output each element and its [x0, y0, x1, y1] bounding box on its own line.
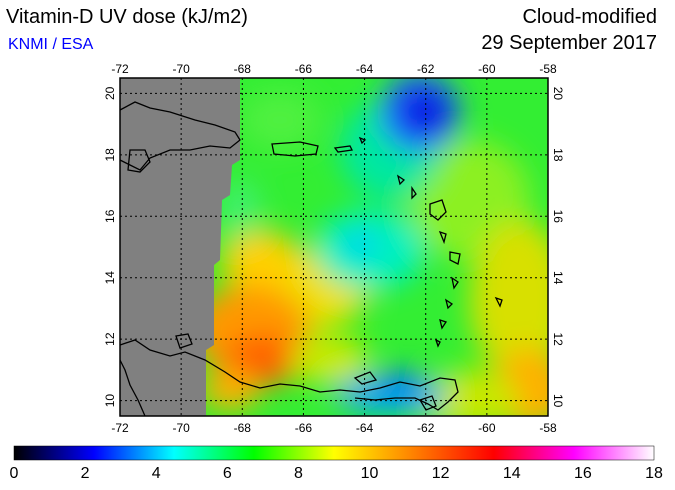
lon-tick-label: -64 — [356, 421, 374, 435]
lon-tick-label: -66 — [295, 62, 313, 76]
colorbar-tick-label: 14 — [502, 465, 521, 482]
lon-tick-label: -58 — [539, 62, 557, 76]
colorbar-tick-label: 0 — [9, 465, 19, 482]
colorbar-tick-label: 4 — [151, 465, 161, 482]
lat-tick-label: 12 — [551, 333, 565, 347]
colorbar-tick-label: 16 — [573, 465, 592, 482]
lat-tick-label: 18 — [103, 148, 117, 162]
colorbar-tick-label: 10 — [360, 465, 379, 482]
map-frame — [119, 77, 549, 417]
lat-tick-labels-right: 10 12 14 16 18 20 — [551, 87, 565, 408]
lon-tick-label: -72 — [111, 62, 129, 76]
lon-tick-label: -60 — [478, 421, 496, 435]
lat-tick-label: 16 — [103, 209, 117, 223]
lon-tick-label: -64 — [356, 62, 374, 76]
coastlines — [119, 101, 503, 417]
lat-tick-label: 10 — [551, 394, 565, 408]
product-label: Cloud-modified — [522, 6, 657, 28]
colorbar-tick-label: 18 — [645, 465, 663, 482]
lon-tick-label: -58 — [539, 421, 557, 435]
lat-tick-label: 12 — [103, 332, 117, 346]
colorbar-tick-label: 6 — [222, 465, 232, 482]
date-label: 29 September 2017 — [481, 32, 657, 54]
uv-field — [120, 78, 548, 416]
colorbar — [13, 445, 655, 461]
lon-tick-label: -62 — [417, 62, 435, 76]
lon-tick-labels-bottom: -72 -70 -68 -66 -64 -62 -60 -58 — [111, 421, 557, 435]
lon-tick-label: -70 — [172, 421, 190, 435]
lon-tick-label: -68 — [234, 62, 252, 76]
lat-tick-label: 20 — [103, 86, 117, 100]
map-title: Vitamin-D UV dose (kJ/m2) — [6, 6, 248, 28]
credit-label: KNMI / ESA — [8, 36, 94, 53]
lat-tick-label: 18 — [551, 148, 565, 162]
lat-tick-label: 14 — [103, 271, 117, 285]
lon-tick-labels-top: -72 -70 -68 -66 -64 -62 -60 -58 — [111, 62, 557, 76]
colorbar-tick-label: 8 — [293, 465, 303, 482]
lon-tick-label: -60 — [478, 62, 496, 76]
lat-tick-label: 20 — [551, 87, 565, 101]
lat-tick-label: 14 — [551, 271, 565, 285]
graticule — [120, 78, 548, 416]
lon-tick-label: -62 — [417, 421, 435, 435]
colorbar-tick-label: 2 — [80, 465, 90, 482]
lon-tick-label: -70 — [172, 62, 190, 76]
lat-tick-labels-left: 10 12 14 16 18 20 — [103, 86, 117, 407]
lat-tick-label: 16 — [551, 210, 565, 224]
lon-tick-label: -66 — [295, 421, 313, 435]
lon-tick-label: -68 — [234, 421, 252, 435]
lat-tick-label: 10 — [103, 394, 117, 408]
colorbar-tick-label: 12 — [431, 465, 450, 482]
lon-tick-label: -72 — [111, 421, 129, 435]
